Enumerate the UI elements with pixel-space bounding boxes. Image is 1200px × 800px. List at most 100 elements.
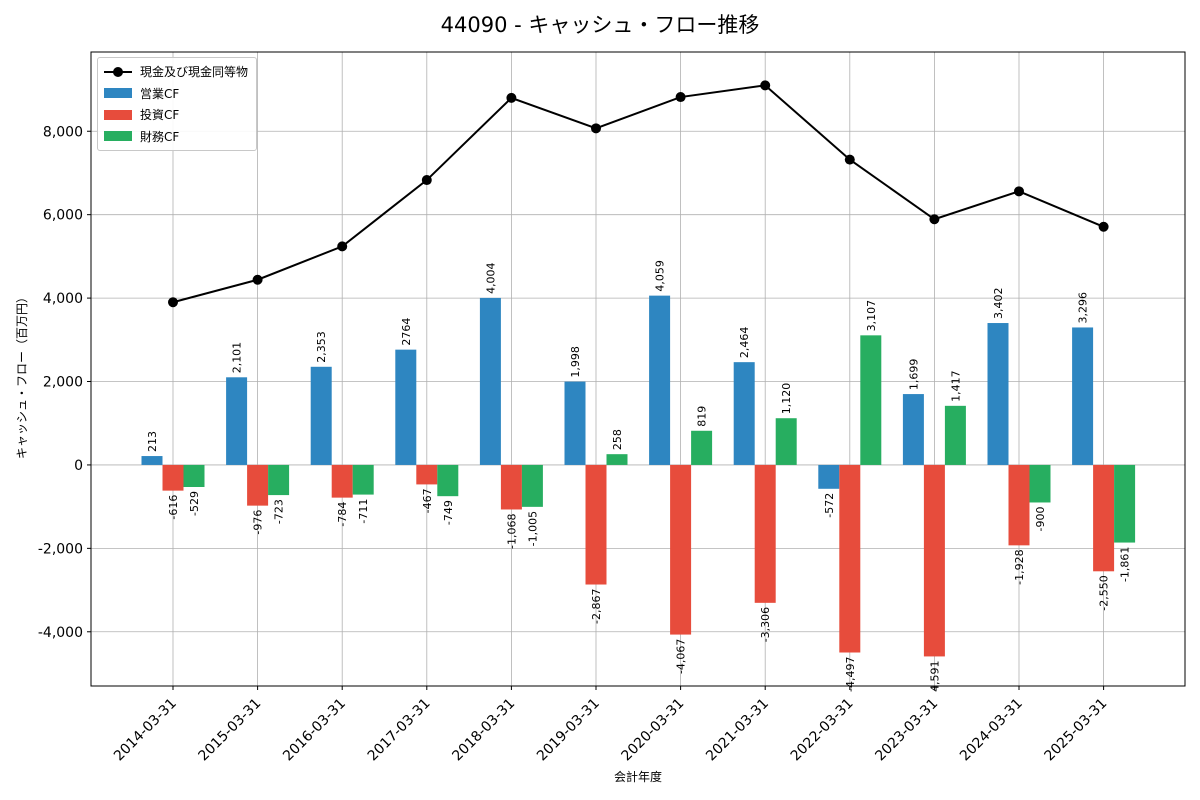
x-tick-label: 2020-03-31 xyxy=(619,696,688,765)
legend-item-cash: 現金及び現金同等物 xyxy=(104,61,248,83)
data-label-investing: -1,928 xyxy=(1013,549,1026,584)
data-label-operating: 2,464 xyxy=(738,327,751,359)
data-label-operating: 1,699 xyxy=(907,359,920,391)
data-label-financing: -529 xyxy=(188,491,201,516)
bar-investing xyxy=(1093,464,1115,572)
cash-point xyxy=(1014,186,1024,197)
cash-point xyxy=(591,123,601,134)
data-label-investing: -784 xyxy=(336,502,349,527)
data-label-operating: 213 xyxy=(146,431,159,452)
data-label-financing: -749 xyxy=(442,500,455,525)
bar-investing xyxy=(416,464,438,485)
bar-investing xyxy=(754,464,776,603)
y-tick-label: 8,000 xyxy=(43,124,83,140)
y-tick-label: 0 xyxy=(74,458,83,474)
cash-point xyxy=(1098,221,1109,232)
data-label-operating: 3,296 xyxy=(1077,292,1090,324)
bar-financing xyxy=(691,430,713,465)
cash-point xyxy=(844,154,855,165)
x-tick-label: 2021-03-31 xyxy=(703,696,772,765)
x-tick-label: 2022-03-31 xyxy=(788,696,857,765)
data-label-investing: -976 xyxy=(252,510,265,535)
bar-financing xyxy=(775,418,797,465)
data-label-financing: -711 xyxy=(357,499,370,524)
bar-investing xyxy=(1008,464,1030,546)
bar-financing xyxy=(268,464,290,496)
cash-series-line xyxy=(172,84,1104,304)
bar-investing xyxy=(923,464,945,657)
bar-operating xyxy=(564,381,586,465)
bar-investing xyxy=(670,464,692,635)
y-tick-label: 4,000 xyxy=(43,291,83,307)
x-tick-label: 2024-03-31 xyxy=(957,696,1026,765)
cash-point xyxy=(675,92,686,103)
x-tick-label: 2015-03-31 xyxy=(196,696,265,765)
data-label-financing: -1,861 xyxy=(1119,547,1132,582)
data-label-financing: 258 xyxy=(611,429,624,450)
data-label-investing: -616 xyxy=(167,495,180,520)
bar-financing xyxy=(352,464,374,495)
legend-label-operating: 営業CF xyxy=(140,86,180,101)
bar-financing xyxy=(521,464,543,507)
cash-line xyxy=(168,80,1109,308)
data-label-operating: 2,353 xyxy=(315,331,328,363)
data-label-financing: 1,417 xyxy=(949,370,962,402)
data-label-operating: 1,998 xyxy=(569,346,582,378)
bar-financing xyxy=(437,464,459,497)
data-label-operating: 2,101 xyxy=(231,342,244,374)
bar-operating xyxy=(902,394,924,465)
data-label-financing: -723 xyxy=(273,499,286,524)
y-tick-label: -2,000 xyxy=(38,541,83,557)
bar-operating xyxy=(1072,327,1094,465)
cash-point xyxy=(929,214,940,225)
cash-point xyxy=(506,92,517,103)
bar-operating xyxy=(310,366,332,465)
x-tick-label: 2014-03-31 xyxy=(111,696,180,765)
legend: 現金及び現金同等物 営業CF 投資CF 財務CF xyxy=(97,57,258,151)
bar-investing xyxy=(247,464,269,506)
bar-operating xyxy=(818,464,840,489)
bar-operating xyxy=(649,295,671,465)
bar-operating xyxy=(733,362,755,465)
legend-swatch-investing xyxy=(104,109,132,120)
legend-item-operating: 営業CF xyxy=(104,83,248,105)
legend-swatch-financing xyxy=(104,131,132,142)
bar-financing xyxy=(1114,464,1136,543)
x-tick-label: 2023-03-31 xyxy=(872,696,941,765)
cash-point xyxy=(337,241,348,252)
data-label-investing: -1,068 xyxy=(505,513,518,548)
data-labels: 213 2,101 2,353 2764 4,004 1,998 4,059 2,464 -57… xyxy=(146,260,1132,692)
cash-point xyxy=(168,297,178,308)
x-tick-label: 2017-03-31 xyxy=(365,696,434,765)
data-label-investing: -4,067 xyxy=(675,639,688,674)
x-tick-label: 2019-03-31 xyxy=(534,696,603,765)
cash-point xyxy=(252,274,263,285)
x-tick-label: 2016-03-31 xyxy=(280,696,349,765)
bar-investing xyxy=(500,464,522,510)
data-label-financing: -1,005 xyxy=(526,511,539,546)
y-tick-label: 2,000 xyxy=(43,375,83,391)
x-tick-label: 2025-03-31 xyxy=(1042,696,1111,765)
y-tick-label: -4,000 xyxy=(38,625,83,641)
data-label-financing: -900 xyxy=(1034,506,1047,531)
data-label-operating: 3,402 xyxy=(992,288,1005,320)
data-label-operating: 2764 xyxy=(400,318,413,346)
data-label-financing: 819 xyxy=(696,406,709,427)
bar-investing xyxy=(839,464,861,653)
bar-operating xyxy=(479,297,501,465)
y-axis-label: キャッシュ・フロー（百万円） xyxy=(15,291,29,459)
data-label-financing: 3,107 xyxy=(865,300,878,332)
legend-label-investing: 投資CF xyxy=(140,108,180,123)
x-tick-label: 2018-03-31 xyxy=(449,696,518,765)
bar-operating xyxy=(987,323,1009,465)
bar-financing xyxy=(1029,464,1051,503)
data-label-investing: -4,497 xyxy=(844,657,857,692)
cash-point xyxy=(421,175,432,186)
y-tick-label: 6,000 xyxy=(43,208,83,224)
legend-swatch-operating xyxy=(104,88,132,99)
bar-investing xyxy=(331,464,353,498)
bar-investing xyxy=(585,464,607,585)
chart-title: 44090 - キャッシュ・フロー推移 xyxy=(441,13,760,37)
bar-financing xyxy=(860,335,882,465)
